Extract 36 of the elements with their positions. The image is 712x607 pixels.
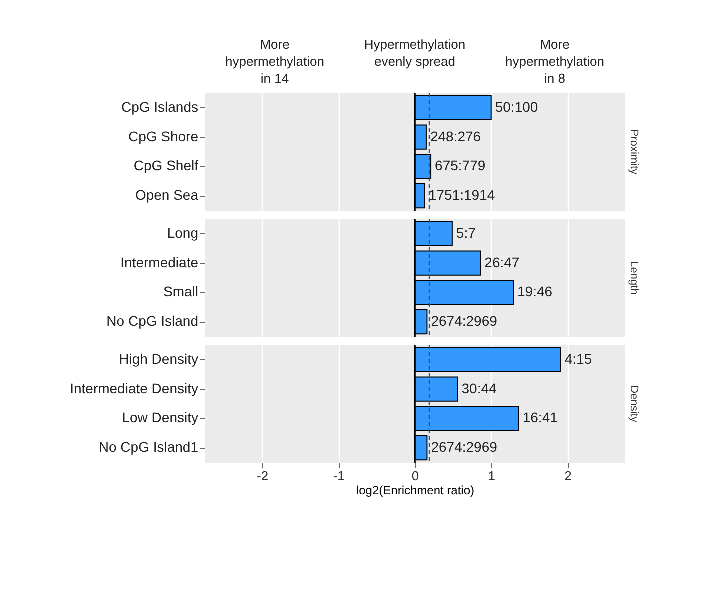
text: Proximity: [628, 129, 640, 176]
x-tick-label: 1: [488, 468, 496, 484]
annotation: 5:7: [456, 224, 476, 241]
y-tick-label: Low Density: [122, 410, 198, 426]
annotation: 4:15: [564, 350, 592, 367]
y-tick-label: High Density: [119, 350, 198, 367]
y-tick-label: No CpG Island: [106, 313, 198, 330]
annotation: 50:100: [495, 98, 538, 115]
x-tick-label: -2: [256, 468, 269, 484]
annotation: 30:44: [462, 380, 498, 396]
x-tick-label: 2: [564, 468, 572, 484]
annotation: 675:779: [435, 158, 486, 174]
y-tick-label: Long: [167, 224, 198, 241]
x-tick-label: 0: [412, 468, 420, 484]
annotation: 2674:2969: [431, 313, 498, 330]
y-tick-label: No CpG Island1: [98, 439, 199, 456]
y-tick-label: CpG Shore: [128, 128, 199, 144]
text: More hypermethylation in 8: [506, 37, 604, 86]
annotation: 26:47: [484, 254, 520, 270]
y-tick-label: Open Sea: [135, 187, 199, 204]
x-tick-label: -1: [333, 468, 345, 484]
annotation: 1751:1914: [428, 187, 496, 204]
y-tick-label: Intermediate: [120, 254, 199, 270]
text: More hypermethylation in 14: [226, 37, 324, 86]
x-axis-title: log2(Enrichment ratio): [356, 484, 475, 498]
text: Hypermethylation evenly spread: [364, 37, 466, 69]
text: Length: [628, 261, 640, 295]
annotation: 2674:2969: [431, 439, 498, 456]
y-tick-label: CpG Islands: [121, 98, 198, 115]
text: Density: [628, 386, 640, 423]
y-tick-label: CpG Shelf: [134, 158, 199, 174]
annotation: 248:276: [430, 128, 482, 144]
annotation: 16:41: [522, 410, 558, 426]
annotation: 19:46: [518, 284, 553, 300]
y-tick-label: Intermediate Density: [70, 380, 198, 396]
y-tick-label: Small: [163, 284, 198, 300]
